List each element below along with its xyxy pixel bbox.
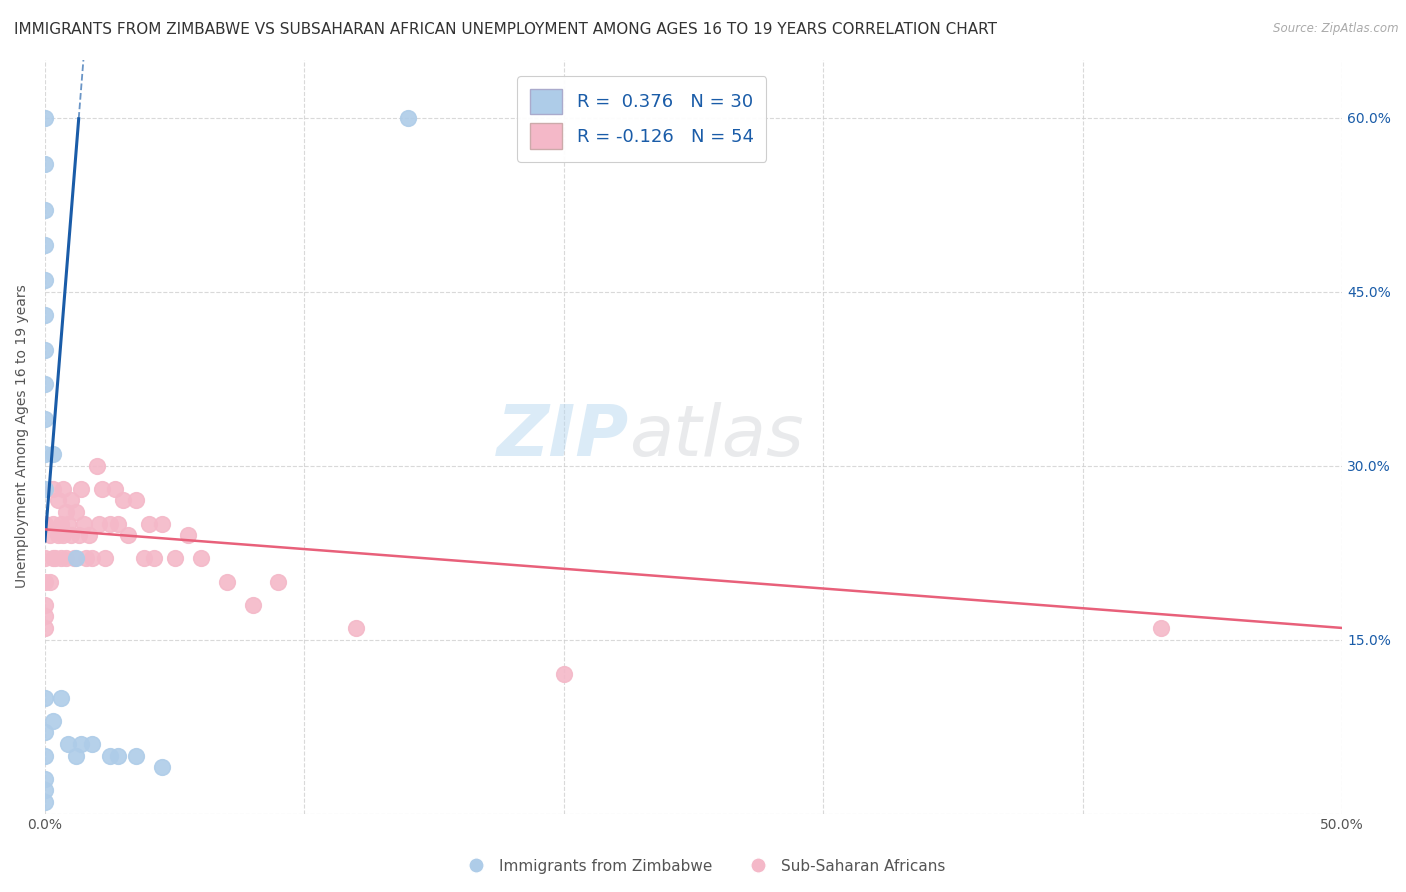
Point (59, 493, 82, 508)
Point (34, 482, 56, 496)
Point (34, 725, 56, 739)
Point (67, 528, 90, 542)
Point (42, 551, 65, 566)
Point (107, 748, 129, 763)
Point (34, 343, 56, 357)
Point (107, 516, 129, 531)
Point (34, 203, 56, 218)
Point (65, 505, 87, 519)
Point (55, 551, 77, 566)
Point (111, 493, 134, 508)
Text: ZIP: ZIP (496, 402, 628, 471)
Point (553, 667, 575, 681)
Point (34, 308, 56, 322)
Point (34, 598, 56, 612)
Point (70, 482, 93, 496)
Point (93, 551, 115, 566)
Point (34, 621, 56, 635)
Point (117, 528, 139, 542)
Point (190, 551, 212, 566)
Point (1149, 621, 1171, 635)
Point (89, 516, 111, 531)
Point (215, 574, 238, 589)
Point (132, 551, 155, 566)
Point (39, 574, 62, 589)
Point (59, 528, 82, 542)
Point (49, 690, 72, 705)
Point (73, 516, 96, 531)
Y-axis label: Unemployment Among Ages 16 to 19 years: Unemployment Among Ages 16 to 19 years (15, 285, 30, 589)
Point (34, 447, 56, 461)
Point (34, 516, 56, 531)
Text: IMMIGRANTS FROM ZIMBABWE VS SUBSAHARAN AFRICAN UNEMPLOYMENT AMONG AGES 16 TO 19 : IMMIGRANTS FROM ZIMBABWE VS SUBSAHARAN A… (14, 22, 997, 37)
Point (42, 482, 65, 496)
Point (34, 772, 56, 786)
Point (52, 528, 75, 542)
Point (150, 516, 173, 531)
Point (176, 528, 198, 542)
Text: atlas: atlas (628, 402, 803, 471)
Point (58, 516, 80, 531)
Point (46, 528, 69, 542)
Point (242, 598, 264, 612)
Point (44, 551, 66, 566)
Point (49, 551, 72, 566)
Point (58, 737, 80, 751)
Point (42, 447, 65, 461)
Point (76, 551, 98, 566)
Point (52, 482, 75, 496)
Point (49, 516, 72, 531)
Point (34, 690, 56, 705)
Point (70, 737, 93, 751)
Point (125, 493, 148, 508)
Legend: Immigrants from Zimbabwe, Sub-Saharan Africans: Immigrants from Zimbabwe, Sub-Saharan Af… (454, 853, 952, 880)
Point (80, 551, 103, 566)
Point (34, 609, 56, 624)
Point (104, 482, 127, 496)
Point (150, 760, 173, 774)
Point (65, 551, 87, 566)
Point (34, 748, 56, 763)
Point (396, 111, 419, 125)
Point (125, 748, 148, 763)
Point (80, 737, 103, 751)
Point (34, 273, 56, 287)
Point (34, 795, 56, 809)
Point (163, 551, 186, 566)
Point (55, 505, 77, 519)
Point (34, 377, 56, 392)
Point (34, 783, 56, 797)
Point (42, 714, 65, 728)
Point (91, 482, 114, 496)
Point (98, 748, 121, 763)
Point (62, 551, 84, 566)
Point (344, 621, 367, 635)
Point (34, 412, 56, 426)
Point (42, 516, 65, 531)
Point (98, 516, 121, 531)
Point (138, 516, 160, 531)
Point (34, 111, 56, 125)
Point (34, 551, 56, 566)
Legend: R =  0.376   N = 30, R = -0.126   N = 54: R = 0.376 N = 30, R = -0.126 N = 54 (517, 76, 766, 161)
Point (39, 528, 62, 542)
Point (267, 574, 290, 589)
Point (86, 458, 108, 473)
Point (65, 748, 87, 763)
Point (77, 528, 100, 542)
Point (34, 157, 56, 171)
Point (34, 574, 56, 589)
Point (142, 551, 165, 566)
Point (46, 493, 69, 508)
Point (34, 238, 56, 252)
Text: Source: ZipAtlas.com: Source: ZipAtlas.com (1274, 22, 1399, 36)
